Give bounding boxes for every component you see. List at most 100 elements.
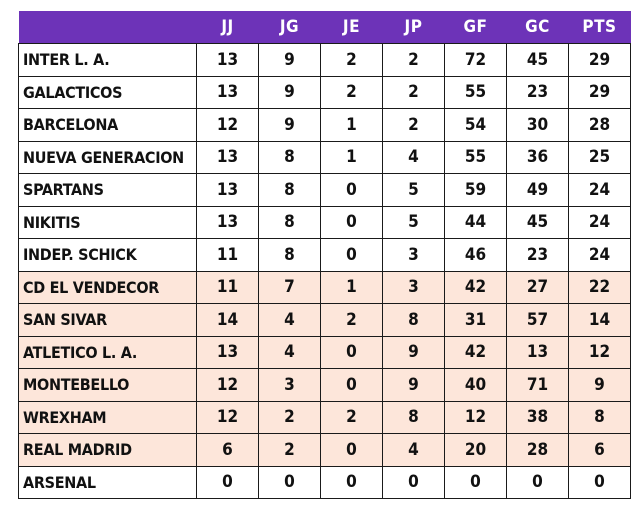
je-cell: 0 — [320, 335, 383, 369]
team-name-cell: ATLETICO L. A. — [18, 335, 197, 369]
standings-table-container: JJ JG JE JP GF GC PTS INTER L. A. 13 9 2 2 72… — [18, 11, 631, 499]
jp-cell: 4 — [382, 140, 445, 174]
table-row: SAN SIVAR 14 4 2 8 31 57 14 — [18, 303, 631, 337]
gf-cell: 0 — [444, 465, 507, 499]
header-jp: JP — [382, 11, 445, 44]
gc-cell: 49 — [506, 173, 569, 207]
gc-cell: 36 — [506, 140, 569, 174]
gc-cell: 45 — [506, 205, 569, 239]
header-gc: GC — [506, 11, 569, 44]
team-name-cell: MONTEBELLO — [18, 368, 197, 402]
jg-cell: 2 — [258, 400, 321, 434]
pts-cell: 14 — [568, 303, 631, 337]
team-name-cell: WREXHAM — [18, 400, 197, 434]
table-row: REAL MADRID 6 2 0 4 20 28 6 — [18, 433, 631, 467]
gc-cell: 30 — [506, 108, 569, 142]
jp-cell: 8 — [382, 303, 445, 337]
gc-cell: 28 — [506, 433, 569, 467]
jj-cell: 12 — [196, 368, 259, 402]
header-team — [18, 11, 197, 44]
jg-cell: 4 — [258, 303, 321, 337]
jg-cell: 0 — [258, 465, 321, 499]
pts-cell: 9 — [568, 368, 631, 402]
table-row: ARSENAL 0 0 0 0 0 0 0 — [18, 465, 631, 499]
gc-cell: 23 — [506, 75, 569, 109]
gf-cell: 59 — [444, 173, 507, 207]
je-cell: 0 — [320, 433, 383, 467]
jj-cell: 13 — [196, 43, 259, 77]
table-body: INTER L. A. 13 9 2 2 72 45 29 GALACTICOS 13 9 2 2 55 2… — [18, 43, 631, 499]
jp-cell: 9 — [382, 368, 445, 402]
jg-cell: 7 — [258, 270, 321, 304]
gf-cell: 42 — [444, 335, 507, 369]
table-row: BARCELONA 12 9 1 2 54 30 28 — [18, 108, 631, 142]
je-cell: 0 — [320, 238, 383, 272]
je-cell: 2 — [320, 75, 383, 109]
gc-cell: 27 — [506, 270, 569, 304]
jg-cell: 8 — [258, 238, 321, 272]
table-row: INTER L. A. 13 9 2 2 72 45 29 — [18, 43, 631, 77]
jp-cell: 4 — [382, 433, 445, 467]
je-cell: 0 — [320, 173, 383, 207]
jp-cell: 3 — [382, 270, 445, 304]
jj-cell: 12 — [196, 108, 259, 142]
je-cell: 2 — [320, 400, 383, 434]
gf-cell: 31 — [444, 303, 507, 337]
je-cell: 0 — [320, 465, 383, 499]
je-cell: 1 — [320, 108, 383, 142]
jj-cell: 13 — [196, 335, 259, 369]
gf-cell: 12 — [444, 400, 507, 434]
standings-table: JJ JG JE JP GF GC PTS INTER L. A. 13 9 2 2 72… — [18, 11, 631, 499]
gf-cell: 54 — [444, 108, 507, 142]
table-row: INDEP. SCHICK 11 8 0 3 46 23 24 — [18, 238, 631, 272]
je-cell: 2 — [320, 43, 383, 77]
gc-cell: 57 — [506, 303, 569, 337]
je-cell: 2 — [320, 303, 383, 337]
table-row: NIKITIS 13 8 0 5 44 45 24 — [18, 205, 631, 239]
jg-cell: 2 — [258, 433, 321, 467]
jg-cell: 9 — [258, 43, 321, 77]
gc-cell: 23 — [506, 238, 569, 272]
pts-cell: 8 — [568, 400, 631, 434]
gc-cell: 0 — [506, 465, 569, 499]
jj-cell: 13 — [196, 140, 259, 174]
jj-cell: 13 — [196, 205, 259, 239]
jp-cell: 3 — [382, 238, 445, 272]
table-row: SPARTANS 13 8 0 5 59 49 24 — [18, 173, 631, 207]
jp-cell: 9 — [382, 335, 445, 369]
header-gf: GF — [444, 11, 507, 44]
jj-cell: 13 — [196, 75, 259, 109]
jp-cell: 2 — [382, 75, 445, 109]
gc-cell: 71 — [506, 368, 569, 402]
pts-cell: 28 — [568, 108, 631, 142]
team-name-cell: BARCELONA — [18, 108, 197, 142]
jg-cell: 3 — [258, 368, 321, 402]
jj-cell: 14 — [196, 303, 259, 337]
jj-cell: 6 — [196, 433, 259, 467]
jj-cell: 13 — [196, 173, 259, 207]
je-cell: 1 — [320, 270, 383, 304]
gc-cell: 45 — [506, 43, 569, 77]
pts-cell: 22 — [568, 270, 631, 304]
team-name-cell: SPARTANS — [18, 173, 197, 207]
team-name-cell: ARSENAL — [18, 465, 197, 499]
jg-cell: 9 — [258, 108, 321, 142]
header-jj: JJ — [196, 11, 259, 44]
gf-cell: 55 — [444, 140, 507, 174]
team-name-cell: REAL MADRID — [18, 433, 197, 467]
je-cell: 0 — [320, 368, 383, 402]
jg-cell: 8 — [258, 173, 321, 207]
gc-cell: 13 — [506, 335, 569, 369]
pts-cell: 24 — [568, 238, 631, 272]
team-name-cell: NUEVA GENERACION — [18, 140, 197, 174]
gc-cell: 38 — [506, 400, 569, 434]
team-name-cell: GALACTICOS — [18, 75, 197, 109]
jg-cell: 9 — [258, 75, 321, 109]
jp-cell: 2 — [382, 108, 445, 142]
jp-cell: 0 — [382, 465, 445, 499]
jp-cell: 5 — [382, 173, 445, 207]
gf-cell: 44 — [444, 205, 507, 239]
pts-cell: 6 — [568, 433, 631, 467]
gf-cell: 46 — [444, 238, 507, 272]
pts-cell: 24 — [568, 173, 631, 207]
